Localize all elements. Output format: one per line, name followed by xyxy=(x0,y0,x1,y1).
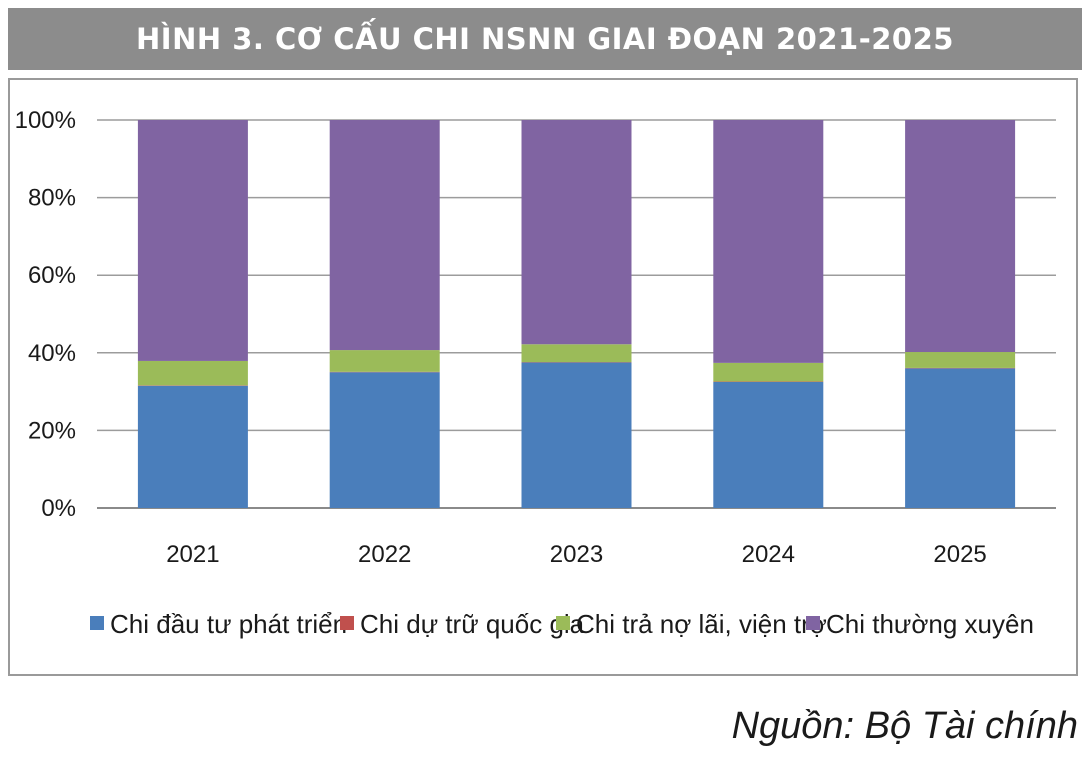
x-tick-label: 2021 xyxy=(166,541,219,568)
bar-segment xyxy=(713,120,824,363)
legend-swatch xyxy=(340,616,354,630)
x-tick-label: 2024 xyxy=(742,541,795,568)
bar-segment xyxy=(521,120,632,345)
bars xyxy=(137,120,1016,508)
chart-title: HÌNH 3. CƠ CẤU CHI NSNN GIAI ĐOẠN 2021-2… xyxy=(136,22,954,56)
legend-label: Chi dự trữ quốc gia xyxy=(360,609,585,639)
y-tick-label: 20% xyxy=(28,417,76,444)
bar-segment xyxy=(713,362,824,382)
y-axis-ticks: 0% 20% 40% 60% 80% 100% xyxy=(15,107,76,522)
bar-segment xyxy=(905,352,1016,368)
legend-item: Chi thường xuyên xyxy=(806,609,1034,639)
legend-item: Chi đầu tư phát triển xyxy=(90,609,347,639)
bar-segment xyxy=(137,385,248,508)
x-tick-label: 2025 xyxy=(933,541,986,568)
y-tick-label: 100% xyxy=(15,107,76,134)
chart-frame: 0% 20% 40% 60% 80% 100% 2021 2022 2023 2024 2025 … xyxy=(8,78,1078,676)
legend: Chi đầu tư phát triển Chi dự trữ quốc gia… xyxy=(90,609,1034,639)
legend-label: Chi đầu tư phát triển xyxy=(110,609,347,639)
x-tick-label: 2022 xyxy=(358,541,411,568)
legend-item: Chi trả nợ lãi, viện trợ xyxy=(556,609,827,639)
y-tick-label: 60% xyxy=(28,262,76,289)
bar-segment xyxy=(329,120,440,351)
legend-swatch xyxy=(806,616,820,630)
stacked-bar-chart: 0%20%40%60%80%100% 2021 2022 2023 2024 2025 … xyxy=(15,107,1056,639)
x-axis-ticks: 2021 2022 2023 2024 2025 xyxy=(166,541,987,568)
bar-segment xyxy=(521,362,632,508)
legend-label: Chi trả nợ lãi, viện trợ xyxy=(576,609,827,639)
y-tick-label: 0% xyxy=(41,495,76,522)
bar-segment xyxy=(905,368,1016,508)
legend-swatch xyxy=(556,616,570,630)
bar-segment xyxy=(713,381,824,508)
bar-segment xyxy=(329,372,440,508)
legend-item: Chi dự trữ quốc gia xyxy=(340,609,585,639)
y-tick-label: 40% xyxy=(28,340,76,367)
bar-segment xyxy=(905,120,1016,353)
bar-segment xyxy=(137,120,248,361)
x-tick-label: 2023 xyxy=(550,541,603,568)
legend-swatch xyxy=(90,616,104,630)
bar-segment xyxy=(329,350,440,372)
chart-title-banner: HÌNH 3. CƠ CẤU CHI NSNN GIAI ĐOẠN 2021-2… xyxy=(8,8,1082,70)
bar-segment xyxy=(521,344,632,363)
source-note: Nguồn: Bộ Tài chính xyxy=(731,705,1078,747)
legend-label: Chi thường xuyên xyxy=(826,609,1034,639)
bar-segment xyxy=(137,360,248,386)
y-tick-label: 80% xyxy=(28,185,76,212)
